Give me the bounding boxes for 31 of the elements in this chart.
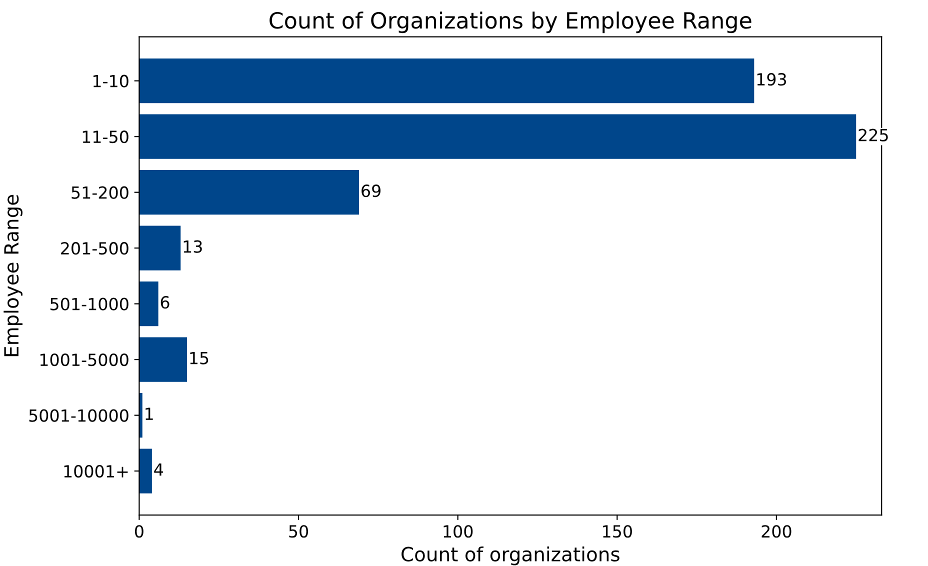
data-label: 69 (362, 184, 380, 198)
y-tick-label: 501-1000 (50, 298, 128, 310)
data-label: 225 (858, 128, 888, 142)
y-axis-title: Employee Range (4, 194, 22, 356)
data-label: 15 (190, 352, 208, 364)
x-tick-label: 0 (134, 525, 144, 538)
bar (139, 58, 754, 104)
x-tick-label: 200 (762, 525, 792, 538)
bar (139, 282, 158, 326)
data-label: 13 (184, 240, 202, 253)
x-tick-label: 100 (444, 525, 473, 538)
y-tick-label: 5001-10000 (29, 409, 128, 422)
bar (139, 114, 856, 159)
data-label: 1 (146, 408, 153, 420)
y-tick-label: 10001+ (64, 464, 128, 478)
bar (139, 226, 181, 270)
bar (139, 170, 360, 215)
x-tick-label: 50 (289, 525, 308, 538)
y-tick-label: 201-500 (61, 242, 128, 255)
data-label: 4 (154, 463, 164, 476)
x-tick-label: 150 (603, 525, 632, 538)
data-label: 193 (757, 73, 786, 86)
y-tick-label: 11-50 (82, 130, 128, 144)
data-label: 6 (160, 296, 170, 309)
chart-title: Count of Organizations by Employee Range (270, 12, 752, 34)
y-tick-label: 1001-5000 (40, 354, 128, 366)
y-tick-label: 1-10 (93, 74, 128, 88)
bar (139, 448, 152, 494)
y-tick-label: 51-200 (72, 186, 128, 199)
x-axis-title: Count of organizations (402, 546, 620, 566)
bar (139, 337, 187, 382)
